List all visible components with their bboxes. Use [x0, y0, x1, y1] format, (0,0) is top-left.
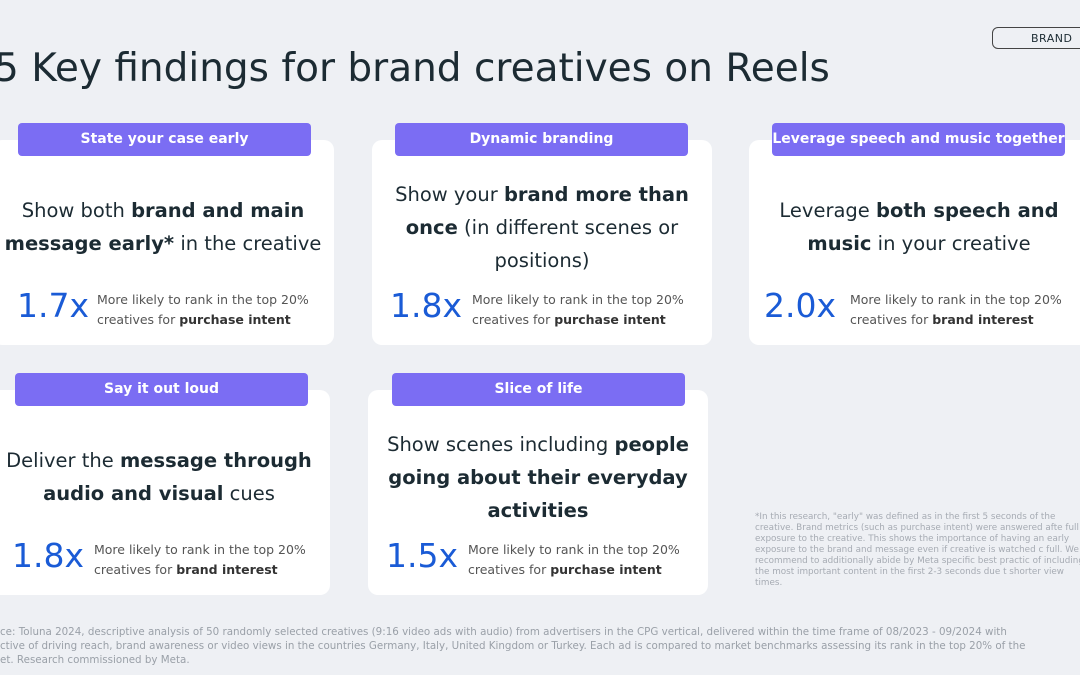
- text-segment: in your creative: [871, 232, 1031, 255]
- text-segment: Deliver the: [6, 449, 120, 472]
- card: Say it out loud Deliver the message throu…: [0, 373, 330, 595]
- card-text-body: Show both brand and main message early* …: [2, 194, 324, 260]
- footnote: *In this research, "early" was defined a…: [755, 512, 1080, 588]
- stat-description: More likely to rank in the top 20% creat…: [94, 540, 314, 580]
- card: Slice of life Show scenes including peopl…: [368, 373, 708, 595]
- card-text: Deliver the message through audio and vi…: [0, 412, 320, 542]
- source-line: et. Research commissioned by Meta.: [0, 654, 190, 666]
- card-text-body: Deliver the message through audio and vi…: [0, 444, 320, 510]
- stat-description: More likely to rank in the top 20% creat…: [850, 290, 1070, 330]
- stat: 2.0x: [764, 286, 837, 325]
- text-segment: Show your: [395, 182, 504, 206]
- text-segment: brand more than once: [405, 182, 689, 239]
- card-text: Leverage both speech and music in your c…: [759, 162, 1079, 292]
- stat: 1.7x: [17, 286, 90, 325]
- desc-segment: More likely to rank in the top 20% creat…: [850, 292, 1062, 327]
- text-segment: in the creative: [174, 232, 322, 255]
- desc-segment: More likely to rank in the top 20% creat…: [468, 542, 680, 577]
- desc-segment: More likely to rank in the top 20% creat…: [472, 292, 684, 327]
- source-line: ce: Toluna 2024, descriptive analysis of…: [0, 626, 1007, 638]
- card-label: Slice of life: [392, 373, 685, 406]
- desc-segment: purchase intent: [554, 312, 666, 327]
- badge: BRAND: [992, 27, 1080, 49]
- stat: 1.8x: [390, 286, 463, 325]
- text-segment: brand and main message early*: [4, 199, 305, 255]
- text-segment: people going about their everyday activi…: [388, 432, 689, 522]
- card-text-body: Leverage both speech and music in your c…: [759, 194, 1079, 260]
- text-segment: Show scenes including: [387, 432, 615, 456]
- desc-segment: More likely to rank in the top 20% creat…: [97, 292, 309, 327]
- stat-description: More likely to rank in the top 20% creat…: [468, 540, 688, 580]
- card: Dynamic branding Show your brand more tha…: [372, 123, 712, 345]
- card-text-body: Show scenes including people going about…: [378, 428, 698, 527]
- card: Leverage speech and music together Levera…: [749, 123, 1080, 345]
- source-line: ctive of driving reach, brand awareness …: [0, 640, 1026, 652]
- card-label: Dynamic branding: [395, 123, 688, 156]
- text-segment: both speech and music: [807, 199, 1059, 255]
- stat: 1.5x: [386, 536, 459, 575]
- desc-segment: purchase intent: [550, 562, 662, 577]
- desc-segment: purchase intent: [179, 312, 291, 327]
- title: 5 Key findings for brand creatives on Re…: [0, 46, 830, 91]
- stat-description: More likely to rank in the top 20% creat…: [472, 290, 692, 330]
- card-text: Show both brand and main message early* …: [2, 162, 324, 292]
- desc-segment: brand interest: [932, 312, 1034, 327]
- card-text-body: Show your brand more than once (in diffe…: [382, 178, 702, 277]
- desc-segment: More likely to rank in the top 20% creat…: [94, 542, 306, 577]
- text-segment: message through audio and visual: [43, 449, 312, 505]
- card-label: State your case early: [18, 123, 311, 156]
- card-text: Show your brand more than once (in diffe…: [382, 162, 702, 292]
- desc-segment: brand interest: [176, 562, 278, 577]
- text-segment: cues: [223, 482, 275, 505]
- stat: 1.8x: [12, 536, 85, 575]
- stat-description: More likely to rank in the top 20% creat…: [97, 290, 317, 330]
- source: ce: Toluna 2024, descriptive analysis of…: [0, 625, 1025, 667]
- text-segment: Leverage: [779, 199, 876, 222]
- card: State your case early Show both brand and…: [0, 123, 334, 345]
- card-text: Show scenes including people going about…: [378, 412, 698, 542]
- text-segment: Show both: [21, 199, 132, 222]
- card-label: Leverage speech and music together: [772, 123, 1065, 156]
- card-label: Say it out loud: [15, 373, 308, 406]
- text-segment: (in different scenes or positions): [457, 215, 679, 272]
